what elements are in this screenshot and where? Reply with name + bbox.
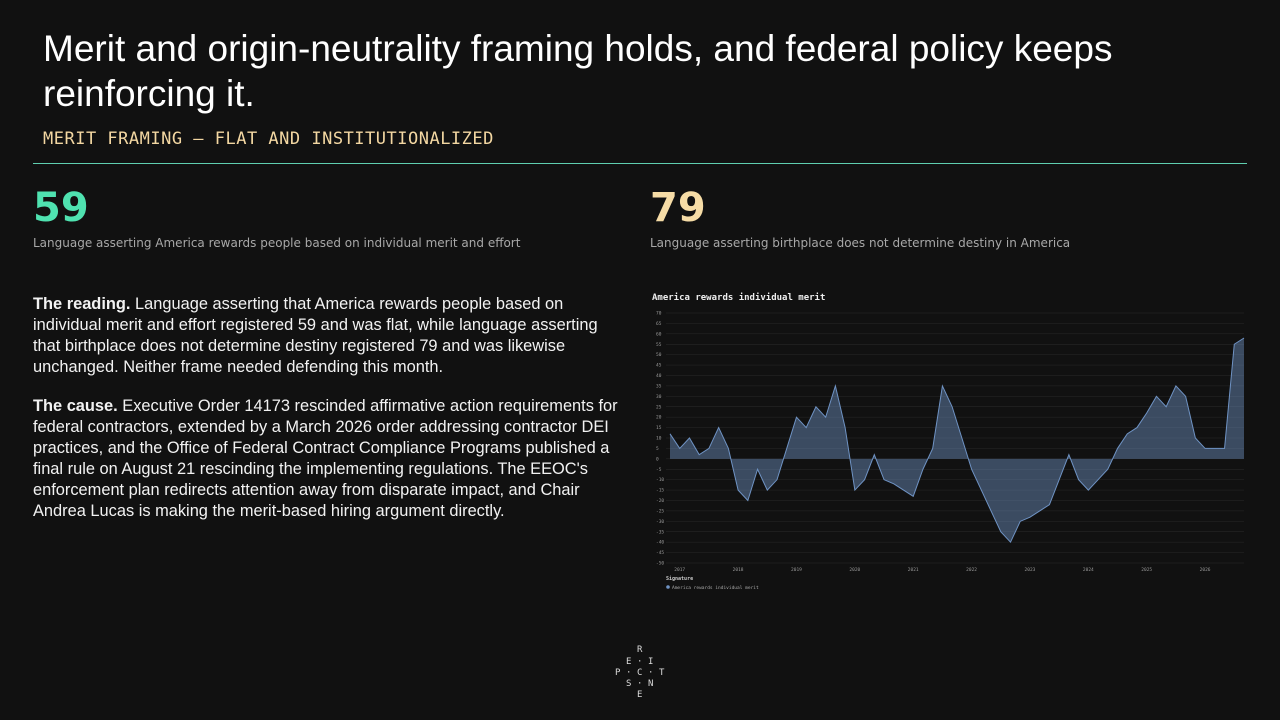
y-tick-label: 5 [656, 446, 659, 452]
y-tick-label: -35 [656, 529, 664, 535]
logo-letter: N [648, 679, 654, 689]
line [669, 337, 1245, 544]
y-tick-label: 70 [656, 311, 662, 317]
y-tick-label: -50 [656, 561, 664, 567]
paragraph: The cause. Executive Order 14173 rescind… [33, 396, 628, 522]
y-tick-label: -10 [656, 477, 664, 483]
legend-swatch [666, 585, 670, 589]
logo-letter: E [626, 657, 632, 667]
x-tick-label: 2017 [674, 567, 685, 573]
x-tick-label: 2019 [791, 567, 802, 573]
y-tick-label: 15 [656, 425, 662, 431]
title: Merit and origin-neutrality framing hold… [43, 28, 1113, 114]
y-tick-label: -5 [656, 467, 662, 473]
logo-letter: E [637, 690, 643, 700]
x-tick-label: 2022 [966, 567, 977, 573]
y-tick-label: 0 [656, 456, 659, 462]
logo-dot: · [626, 668, 632, 678]
y-tick-label: 55 [656, 342, 662, 348]
y-tick-label: 65 [656, 321, 662, 327]
legend-title: Signature [666, 576, 693, 582]
lead: The cause. [33, 397, 118, 415]
x-tick-label: 2018 [733, 567, 744, 573]
area [670, 338, 1244, 543]
y-tick-label: -20 [656, 498, 664, 504]
paragraph: The reading. Language asserting that Ame… [33, 294, 628, 378]
logo-letter: P [615, 668, 621, 678]
logo-dot: · [637, 679, 643, 689]
x-tick-label: 2020 [849, 567, 860, 573]
y-tick-label: 10 [656, 436, 662, 442]
y-tick-label: 40 [656, 373, 662, 379]
logo-letter: R [637, 645, 643, 655]
x-tick-label: 2025 [1141, 567, 1152, 573]
y-tick-label: 20 [656, 415, 662, 421]
divider [33, 163, 1247, 164]
y-tick-label: -15 [656, 488, 664, 494]
chart-title: America rewards individual merit [652, 292, 825, 303]
text: Language asserting that America rewards … [33, 295, 598, 376]
lead: The reading. [33, 295, 131, 313]
subtitle: MERIT FRAMING — FLAT AND INSTITUTIONALIZ… [43, 129, 494, 149]
metric-label: Language asserting birthplace does not d… [650, 236, 1071, 250]
metric-value: 79 [650, 185, 706, 231]
y-tick-label: 45 [656, 363, 662, 369]
metric-label: Language asserting America rewards peopl… [33, 236, 521, 250]
x-tick-label: 2024 [1083, 567, 1094, 573]
y-tick-label: 50 [656, 352, 662, 358]
y-tick-label: 60 [656, 331, 662, 337]
legend-label: America rewards individual merit [672, 585, 759, 591]
y-tick-label: -40 [656, 540, 664, 546]
metric-value: 59 [33, 185, 89, 231]
x-tick-label: 2021 [908, 567, 919, 573]
logo-letter: I [648, 657, 654, 667]
text: Executive Order 14173 rescinded affirmat… [33, 397, 618, 520]
logo-letter: C [637, 668, 643, 678]
x-tick-label: 2023 [1025, 567, 1036, 573]
logo: R E I P C T S N E · · · · [610, 645, 670, 705]
y-tick-label: -30 [656, 519, 664, 525]
y-tick-label: -45 [656, 550, 664, 556]
logo-letter: T [659, 668, 665, 678]
logo-dot: · [637, 657, 643, 667]
x-tick-label: 2026 [1200, 567, 1211, 573]
y-tick-label: 25 [656, 404, 662, 410]
y-tick-label: 35 [656, 383, 662, 389]
logo-letter: S [626, 679, 632, 689]
chart: America rewards individual merit Signatu… [652, 292, 1245, 591]
y-tick-label: -25 [656, 508, 664, 514]
logo-dot: · [648, 668, 654, 678]
y-tick-label: 30 [656, 394, 662, 400]
